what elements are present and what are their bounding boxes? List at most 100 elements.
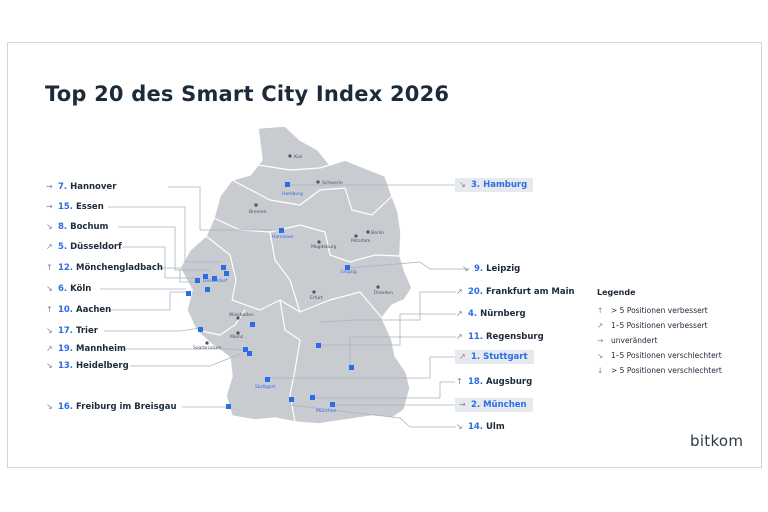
city-label-ulm: ↘ 14. Ulm <box>456 421 505 433</box>
rank: 19. <box>57 344 74 354</box>
trend-icon: ↘ <box>462 264 469 273</box>
trend-icon: ↗ <box>456 332 463 341</box>
city-label-muenchen: → 2. München <box>455 398 533 412</box>
city-label-trier: ↘ 17. Trier <box>46 325 98 337</box>
city-name: Düsseldorf <box>70 242 122 252</box>
city-label-leipzig: ↘ 9. Leipzig <box>462 263 520 275</box>
bitkom-logo: bitkom <box>690 432 744 450</box>
rank: 17. <box>57 326 74 336</box>
map-label: Hannover <box>272 234 294 240</box>
arrow-down-icon: ↓ <box>597 366 604 375</box>
city-label-moenchengladbach: ↑ 12. Mönchengladbach <box>46 262 163 274</box>
map-label: Stuttgart <box>255 384 275 390</box>
map-label: Saarbrücken <box>193 345 221 351</box>
city-label-aachen: ↑ 10. Aachen <box>46 304 111 316</box>
rank: 2. <box>470 400 481 410</box>
trend-icon: ↗ <box>456 287 463 296</box>
map-label: Hamburg <box>282 191 303 197</box>
map-label: München <box>316 408 337 414</box>
germany-shape <box>179 125 413 425</box>
trend-icon: → <box>46 202 53 211</box>
city-name: Trier <box>76 326 98 336</box>
rank: 14. <box>467 422 484 432</box>
city-name: Heidelberg <box>76 361 129 371</box>
map-label: Erfurt <box>310 295 323 301</box>
state-borders <box>195 159 401 423</box>
city-label-regensburg: ↗ 11. Regensburg <box>456 331 544 343</box>
legend-heading: Legende <box>597 288 636 297</box>
legend-label: 1–5 Positionen verschlechtert <box>611 351 722 360</box>
rank: 12. <box>57 263 74 273</box>
trend-icon: ↘ <box>46 222 53 231</box>
map-label: Magdeburg <box>311 244 337 250</box>
trend-icon: → <box>459 400 466 409</box>
city-name: Ulm <box>486 422 505 432</box>
rank: 8. <box>57 222 68 232</box>
trend-icon: ↘ <box>456 422 463 431</box>
legend-item: ↑ > 5 Positionen verbessert <box>597 303 722 318</box>
trend-icon: ↑ <box>456 377 463 386</box>
trend-icon: ↘ <box>46 326 53 335</box>
rank: 4. <box>467 309 478 319</box>
city-label-heidelberg: ↘ 13. Heidelberg <box>46 360 129 372</box>
rank: 5. <box>57 242 68 252</box>
rank: 16. <box>57 402 74 412</box>
map-label: Kiel <box>294 154 302 160</box>
city-label-augsburg: ↑ 18. Augsburg <box>456 376 532 388</box>
map-label: Schwerin <box>322 180 343 186</box>
rank: 13. <box>57 361 74 371</box>
map-label: Dresden <box>374 290 393 296</box>
trend-icon: ↘ <box>46 284 53 293</box>
map-label: Düsseldorf <box>203 278 227 284</box>
city-name: Hannover <box>70 182 117 192</box>
leader-lines <box>100 184 470 428</box>
legend-label: > 5 Positionen verschlechtert <box>611 366 722 375</box>
city-label-freiburg: ↘ 16. Freiburg im Breisgau <box>46 401 177 413</box>
trend-icon: ↑ <box>46 305 53 314</box>
trend-icon: ↗ <box>46 344 53 353</box>
city-markers <box>186 182 354 409</box>
rank: 3. <box>470 180 481 190</box>
trend-icon: ↘ <box>46 402 53 411</box>
city-label-duesseldorf: ↗ 5. Düsseldorf <box>46 241 122 253</box>
city-name: Hamburg <box>483 180 528 190</box>
city-name: Leipzig <box>486 264 521 274</box>
city-label-hannover: → 7. Hannover <box>46 181 116 193</box>
trend-icon: → <box>46 182 53 191</box>
legend-item: ↓ > 5 Positionen verschlechtert <box>597 363 722 378</box>
trend-icon: ↑ <box>46 263 53 272</box>
arrow-down-right-icon: ↘ <box>597 351 604 360</box>
city-name: Mannheim <box>76 344 126 354</box>
city-name: Mönchengladbach <box>76 263 163 273</box>
legend: Legende ↑ > 5 Positionen verbessert ↗ 1–5 … <box>597 288 722 378</box>
map-label: Berlin <box>371 230 384 236</box>
city-name: Nürnberg <box>480 309 526 319</box>
city-name: Köln <box>70 284 92 294</box>
city-name: Aachen <box>76 305 112 315</box>
city-label-koeln: ↘ 6. Köln <box>46 283 91 295</box>
rank: 7. <box>57 182 68 192</box>
trend-icon: ↘ <box>459 180 466 189</box>
map-city-labels: Kiel Schwerin Hamburg Bremen Hannover Be… <box>193 154 393 414</box>
legend-item: ↘ 1–5 Positionen verschlechtert <box>597 348 722 363</box>
legend-label: unverändert <box>611 336 658 345</box>
city-name: Stuttgart <box>483 352 528 362</box>
city-label-hamburg: ↘ 3. Hamburg <box>455 178 534 192</box>
city-name: Bochum <box>70 222 109 232</box>
rank: 15. <box>57 202 74 212</box>
city-label-frankfurt: ↗ 20. Frankfurt am Main <box>456 286 575 298</box>
trend-icon: ↗ <box>456 309 463 318</box>
city-name: Augsburg <box>486 377 533 387</box>
legend-item: ↗ 1–5 Positionen verbessert <box>597 318 722 333</box>
arrow-up-right-icon: ↗ <box>597 321 604 330</box>
trend-icon: ↘ <box>46 361 53 370</box>
capital-dots <box>205 154 380 345</box>
map-label: Bremen <box>249 209 267 215</box>
map-label: Wiesbaden <box>229 312 254 318</box>
map-label: Potsdam <box>351 238 370 244</box>
rank: 20. <box>467 287 484 297</box>
city-label-essen: → 15. Essen <box>46 201 104 213</box>
trend-icon: ↗ <box>459 352 466 361</box>
city-label-bochum: ↘ 8. Bochum <box>46 221 108 233</box>
